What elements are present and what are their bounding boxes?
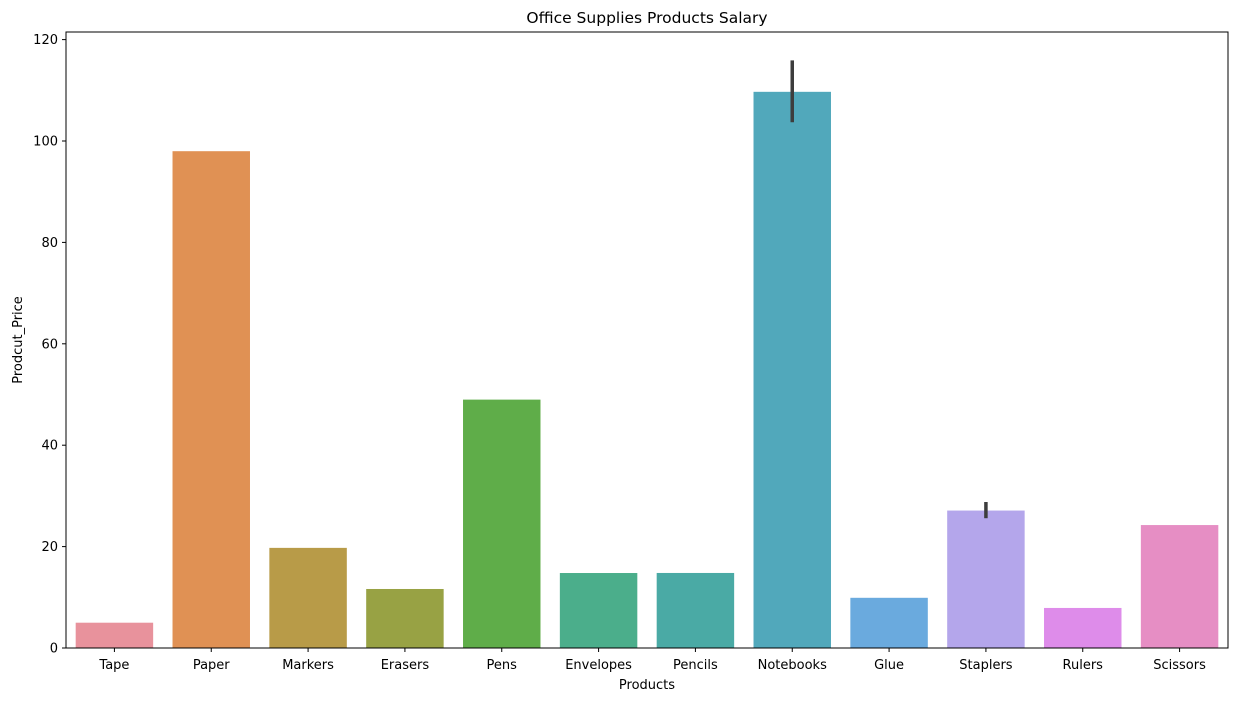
x-tick-label: Notebooks — [758, 658, 827, 673]
x-tick-label: Paper — [193, 658, 230, 673]
x-tick-label: Pencils — [673, 658, 718, 673]
bar-pencils — [656, 572, 735, 648]
plot-frame — [65, 31, 1229, 649]
chart-title: Office Supplies Products Salary — [526, 9, 767, 27]
bar-markers — [269, 547, 347, 648]
y-tick-label: 40 — [41, 439, 58, 454]
y-tick-label: 0 — [50, 642, 58, 657]
x-tick-label: Envelopes — [565, 658, 632, 673]
bar-paper — [172, 151, 250, 648]
y-tick-label: 80 — [41, 236, 58, 251]
y-tick-label: 20 — [41, 540, 58, 555]
y-axis-label: Prodcut_Price — [11, 296, 26, 384]
x-tick-label: Pens — [487, 658, 518, 673]
y-tick-label: 100 — [33, 135, 58, 150]
bar-staplers — [947, 510, 1025, 648]
bars-layer — [75, 91, 1219, 649]
y-tick-label: 60 — [41, 337, 58, 352]
y-tick-label: 120 — [33, 33, 58, 48]
bar-rulers — [1044, 607, 1122, 648]
x-tick-label: Glue — [874, 658, 904, 673]
x-tick-label: Erasers — [381, 658, 430, 673]
x-axis-label: Products — [619, 678, 675, 693]
bar-pens — [463, 399, 541, 648]
bar-glue — [850, 597, 928, 648]
x-tick-label: Rulers — [1063, 658, 1104, 673]
x-tick-label: Scissors — [1153, 658, 1206, 673]
bar-scissors — [1140, 525, 1219, 648]
bar-notebooks — [753, 91, 831, 649]
bar-erasers — [366, 588, 444, 648]
x-axis: Tape Paper Markers Erasers Pens Envelopes Penc… — [98, 648, 1206, 673]
y-axis: 0 20 40 60 80 100 120 — [33, 33, 66, 657]
error-bars-layer — [790, 60, 988, 519]
bar-tape — [75, 622, 154, 648]
x-tick-label: Staplers — [959, 658, 1013, 673]
bar-envelopes — [559, 573, 638, 648]
x-tick-label: Tape — [98, 658, 129, 673]
x-tick-label: Markers — [282, 658, 334, 673]
